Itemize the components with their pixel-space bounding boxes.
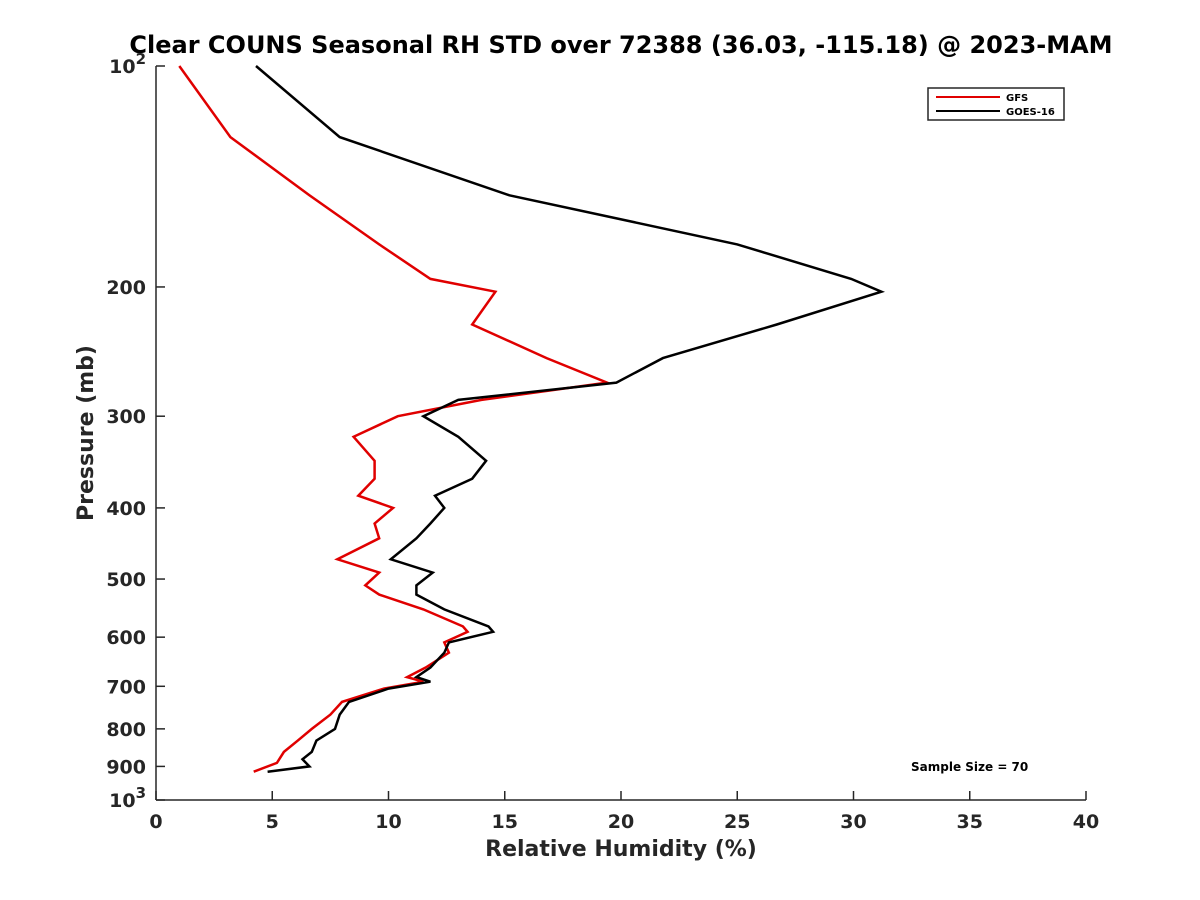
y-tick-label: 300	[106, 406, 146, 428]
x-tick-label: 35	[957, 811, 983, 833]
series-layer	[178, 65, 886, 773]
plot-axes	[155, 66, 1086, 801]
y-axis-label: Pressure (mb)	[74, 345, 99, 521]
x-tick-label: 25	[724, 811, 750, 833]
x-tick-label: 5	[266, 811, 279, 833]
x-tick-label: 30	[840, 811, 866, 833]
y-tick-label: 200	[106, 277, 146, 299]
legend-box	[927, 87, 1065, 121]
legend: GFS GOES-16	[927, 87, 1065, 121]
y-tick-label: 500	[106, 569, 146, 591]
y-tick-label: 400	[106, 498, 146, 520]
x-tick-label: 0	[149, 811, 162, 833]
y-tick-label: 600	[106, 627, 146, 649]
y-ticks: 102 200 300 400 500 600 700 800 900 103	[106, 50, 165, 812]
x-axis-label: Relative Humidity (%)	[485, 837, 757, 862]
legend-label-gfs: GFS	[1006, 93, 1028, 104]
y-tick-label: 102	[109, 50, 146, 78]
sample-size-annotation: Sample Size = 70	[911, 760, 1028, 774]
x-ticks: 0 5 10 15 20 25 30 35 40	[149, 791, 1099, 833]
x-tick-label: 15	[492, 811, 518, 833]
y-tick-label: 103	[109, 784, 146, 812]
legend-label-goes16: GOES-16	[1006, 107, 1055, 118]
y-tick-label: 800	[106, 719, 146, 741]
x-tick-label: 40	[1073, 811, 1099, 833]
y-tick-label: 900	[106, 756, 146, 778]
x-tick-label: 20	[608, 811, 634, 833]
chart-title: Clear COUNS Seasonal RH STD over 72388 (…	[129, 31, 1112, 59]
x-tick-label: 10	[375, 811, 401, 833]
series-line-gfs	[178, 65, 612, 773]
series-line-goes16	[255, 65, 886, 773]
y-tick-label: 700	[106, 676, 146, 698]
